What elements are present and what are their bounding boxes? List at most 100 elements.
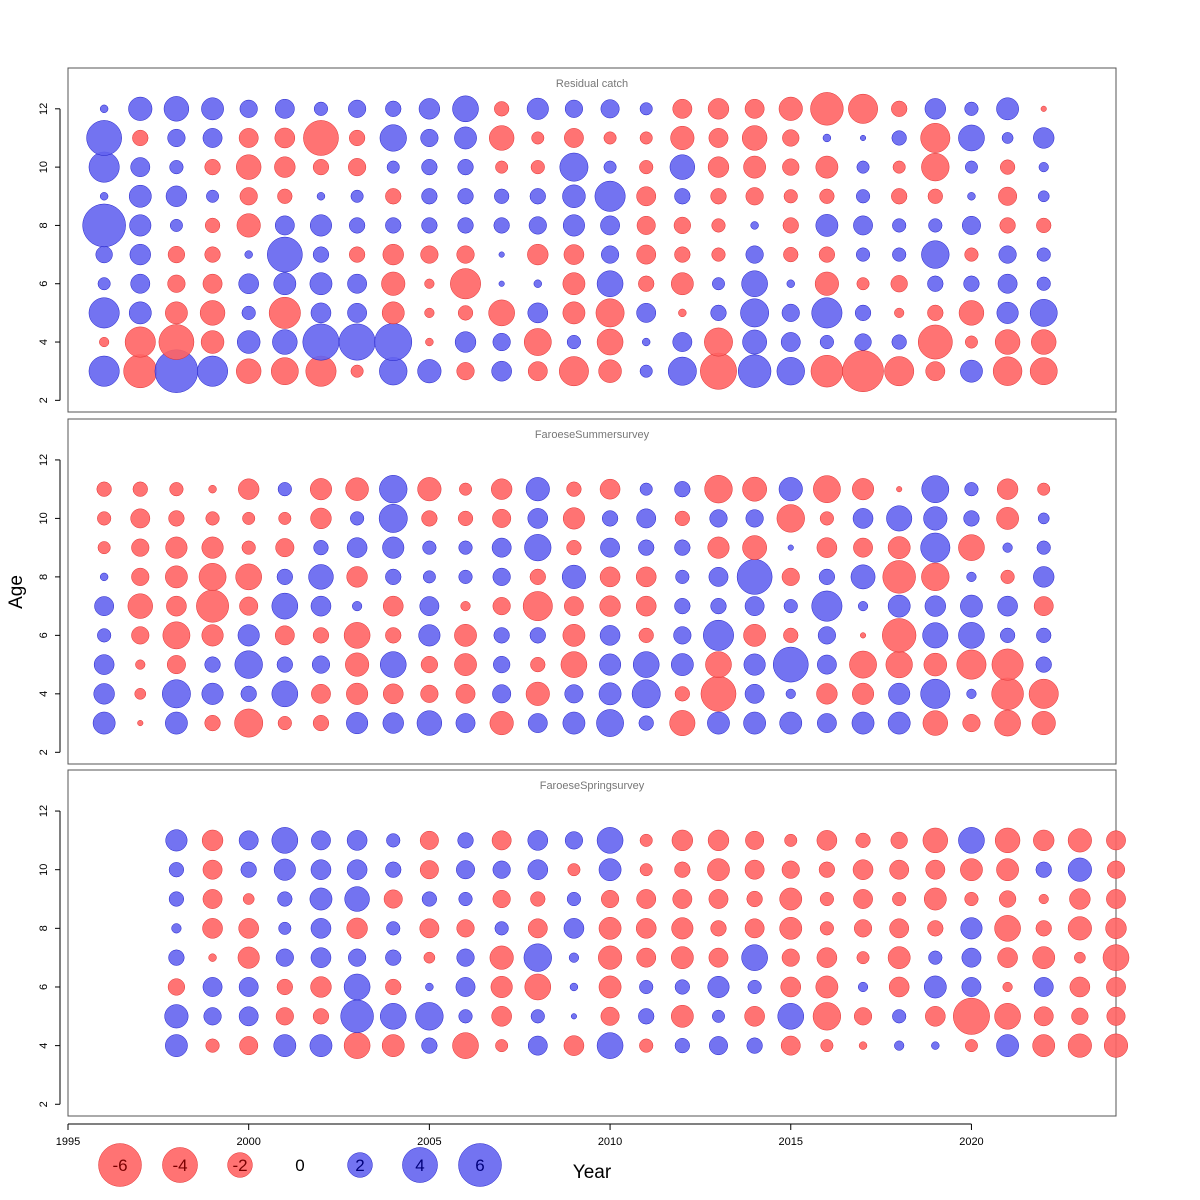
bubble [347, 303, 367, 323]
bubble [781, 567, 800, 586]
legend-bubble [98, 1143, 142, 1187]
bubble [271, 592, 299, 620]
bubble [129, 214, 152, 237]
bubble [1037, 512, 1050, 525]
panel-title: FaroeseSummersurvey [535, 429, 650, 441]
bubble [636, 186, 657, 207]
bubble [346, 566, 368, 588]
bubble [598, 858, 622, 882]
bubble [527, 508, 549, 529]
x-tick-label: 2000 [236, 1136, 260, 1148]
panel-title: FaroeseSpringsurvey [540, 780, 645, 792]
bubble [638, 1008, 655, 1025]
bubbles [92, 475, 1059, 738]
bubble [450, 268, 481, 300]
bubble [236, 358, 262, 384]
bubble [204, 656, 221, 673]
bubble [420, 684, 439, 703]
bubble [639, 863, 653, 877]
bubble [742, 329, 767, 355]
bubble [99, 192, 109, 201]
bubble [97, 277, 111, 291]
bubble [494, 101, 510, 117]
bubble [1069, 888, 1091, 910]
bubble [596, 328, 624, 356]
bubble [313, 540, 329, 556]
bubble [348, 158, 367, 177]
bubble [202, 273, 223, 294]
bubble [382, 536, 405, 559]
bubble [163, 96, 190, 122]
bubble [670, 125, 695, 150]
bubble [311, 830, 331, 851]
bubble [598, 945, 623, 970]
y-tick-label: 8 [38, 222, 50, 228]
bubble [708, 947, 729, 968]
bubble [268, 296, 301, 329]
bubble [743, 653, 766, 676]
bubble [203, 1007, 222, 1026]
bubble [273, 1034, 297, 1057]
bubble [1000, 159, 1016, 175]
bubble [165, 565, 188, 589]
bubble [201, 97, 224, 121]
bubble [964, 247, 979, 262]
bubble [202, 128, 223, 148]
bubble [894, 1040, 905, 1051]
bubble [525, 477, 550, 502]
bubble [454, 653, 477, 676]
bubble [639, 979, 654, 995]
bubble [639, 160, 654, 175]
x-axis: 1995 2000 2005 2010 2015 2020 [56, 1123, 984, 1148]
y-tick-label: 6 [38, 281, 50, 287]
bubble [491, 360, 512, 382]
bubble [1106, 830, 1126, 851]
bubble [527, 1035, 548, 1056]
bubble [710, 598, 727, 615]
bubble [202, 889, 223, 909]
bubble [309, 272, 333, 296]
bubble [529, 627, 546, 644]
bubble [239, 1036, 259, 1056]
bubble [312, 714, 330, 732]
bubble [563, 244, 585, 265]
bubble [1038, 162, 1049, 173]
bubble [204, 159, 221, 176]
bubble [811, 590, 843, 622]
bubble [778, 477, 803, 502]
bubble [97, 511, 112, 526]
bubble [783, 189, 798, 204]
bubble [636, 947, 657, 968]
bubble [132, 129, 149, 147]
bubble [385, 217, 402, 234]
bubble [276, 656, 293, 673]
bubble [456, 362, 475, 381]
bubble [525, 681, 550, 706]
bubble [527, 361, 548, 382]
bubble [672, 889, 693, 909]
bubble [309, 887, 333, 911]
bubble [746, 1037, 763, 1054]
bubble [710, 920, 727, 937]
bubble [199, 300, 226, 326]
bubble [890, 275, 908, 293]
bubble [344, 886, 370, 912]
bubble [422, 540, 437, 555]
bubble [165, 829, 188, 852]
bubble [921, 475, 950, 503]
bubble [923, 652, 947, 677]
bubble [596, 709, 624, 737]
bubble [456, 860, 475, 880]
bubble [316, 192, 326, 201]
bubble [274, 156, 296, 178]
bubble [1033, 596, 1054, 616]
bubble [671, 917, 694, 940]
bubble [346, 712, 369, 735]
bubble [704, 327, 733, 357]
bubble [529, 568, 546, 585]
bubble [1067, 916, 1092, 941]
bubble [674, 188, 691, 205]
bubble [123, 354, 158, 389]
bubble [783, 627, 799, 643]
bubble [860, 632, 867, 639]
